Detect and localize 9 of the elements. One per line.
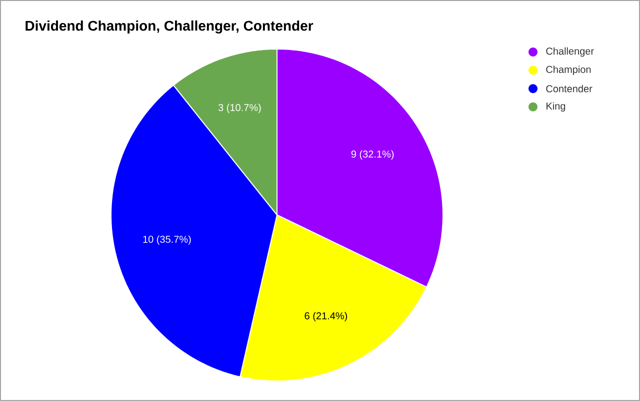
data-label: 3 (10.7%) <box>218 104 261 114</box>
chart-title: Dividend Champion, Challenger, Contender <box>26 20 314 34</box>
data-label: 6 (21.4%) <box>304 312 348 322</box>
data-label: 10 (35.7%) <box>143 235 191 245</box>
legend-label: Contender <box>546 84 592 92</box>
legend-label: Challenger <box>546 47 594 57</box>
data-label: 9 (32.1%) <box>351 150 394 160</box>
legend-label: Champion <box>546 66 591 75</box>
legend-label: King <box>546 102 566 112</box>
